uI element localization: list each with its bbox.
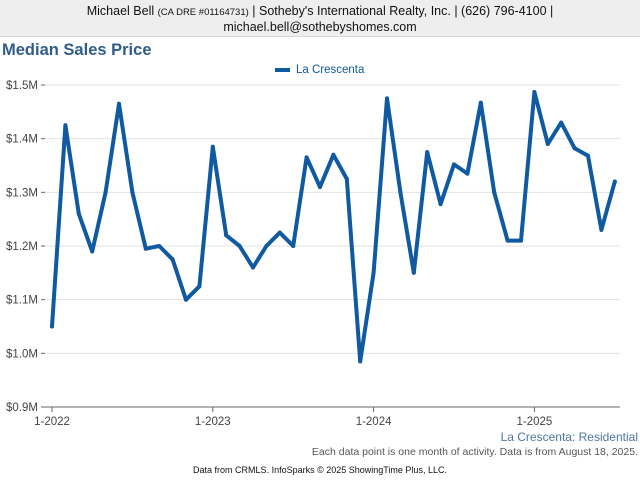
x-tick-label: 1-2025: [516, 416, 552, 428]
data-point: [237, 244, 242, 248]
y-tick-label: $1.0M: [6, 348, 38, 360]
data-point: [572, 146, 577, 151]
y-tick-label: $0.9M: [6, 402, 38, 414]
legend-label: La Crescenta: [296, 64, 365, 76]
data-point: [371, 270, 376, 275]
grid-layer: [45, 84, 620, 354]
agent-header-bar: Michael Bell (CA DRE #01164731) | Sotheb…: [0, 0, 640, 37]
agent-email[interactable]: michael.bell@sothebyshomes.com: [223, 20, 417, 34]
series-layer: [50, 90, 617, 364]
data-point: [358, 359, 363, 364]
data-point: [398, 190, 403, 195]
data-point: [143, 246, 148, 251]
data-point: [157, 244, 162, 248]
region-label[interactable]: La Crescenta: Residential: [500, 430, 638, 444]
agent-company-phone: | Sotheby's International Realty, Inc. |…: [252, 4, 554, 18]
data-point: [277, 230, 282, 235]
data-point: [559, 120, 564, 125]
data-point: [184, 297, 188, 302]
x-tick-label: 1-2022: [34, 416, 70, 428]
data-point: [586, 153, 590, 158]
data-point: [492, 190, 497, 195]
data-point: [103, 190, 108, 195]
data-point: [50, 324, 54, 329]
y-tick-label: $1.3M: [6, 187, 38, 199]
data-point: [411, 270, 416, 275]
data-point: [331, 152, 336, 157]
agent-info-line: Michael Bell (CA DRE #01164731) | Sotheb…: [0, 4, 640, 20]
data-point: [224, 233, 229, 238]
series-line: [50, 90, 617, 364]
data-point: [452, 162, 456, 167]
data-point: [599, 227, 604, 232]
data-point: [612, 179, 617, 184]
agent-license: (CA DRE #01164731): [157, 7, 249, 18]
axis-layer: $0.9M $1.0M $1.1M $1.2M $1.3M $1.4M $1.5M 1-202…: [6, 80, 620, 428]
source-note: Data from CRMLS. InfoSparks © 2025 Showi…: [193, 465, 447, 475]
data-point: [505, 238, 510, 243]
data-point: [197, 284, 202, 289]
y-tick-label: $1.4M: [6, 134, 38, 146]
data-point: [76, 211, 81, 216]
data-point: [63, 123, 68, 128]
data-point: [304, 155, 309, 160]
legend-swatch: [275, 68, 290, 72]
data-point: [90, 249, 95, 254]
data-point: [519, 238, 523, 243]
chart-title: Median Sales Price: [2, 41, 152, 59]
data-point: [532, 90, 537, 94]
data-point: [478, 100, 483, 105]
data-point: [210, 144, 215, 149]
data-point: [465, 171, 470, 176]
agent-name: Michael Bell: [86, 4, 155, 18]
data-point: [117, 101, 121, 106]
data-point: [344, 176, 349, 181]
data-point: [438, 202, 443, 207]
data-point: [291, 244, 296, 248]
data-point: [385, 96, 389, 101]
x-tick-label: 1-2024: [356, 416, 392, 428]
data-point: [264, 244, 269, 248]
data-point: [130, 190, 135, 195]
x-tick-label: 1-2023: [195, 416, 231, 428]
y-tick-label: $1.5M: [6, 80, 38, 92]
data-point: [318, 185, 322, 189]
data-point: [251, 265, 255, 270]
data-point: [545, 142, 550, 146]
y-tick-label: $1.1M: [6, 295, 38, 307]
data-note: Each data point is one month of activity…: [311, 446, 638, 458]
y-tick-label: $1.2M: [6, 241, 38, 253]
data-point: [425, 150, 430, 155]
data-point: [170, 257, 175, 262]
